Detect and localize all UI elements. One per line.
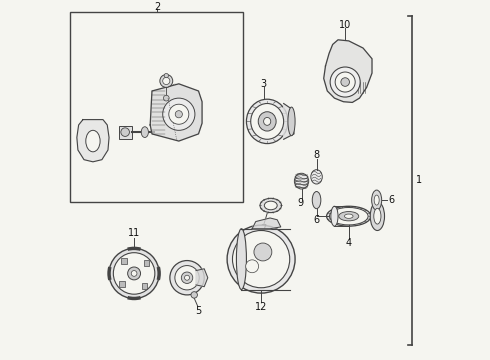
Ellipse shape <box>86 130 100 152</box>
Ellipse shape <box>251 104 284 139</box>
Ellipse shape <box>370 202 385 230</box>
Polygon shape <box>284 104 294 139</box>
Circle shape <box>164 95 169 101</box>
Bar <box>119 281 124 287</box>
Ellipse shape <box>371 190 382 210</box>
Circle shape <box>164 73 169 78</box>
Circle shape <box>160 75 173 87</box>
Ellipse shape <box>311 170 322 184</box>
Text: 6: 6 <box>388 195 394 205</box>
Circle shape <box>163 77 170 85</box>
Ellipse shape <box>295 175 308 179</box>
Text: 1: 1 <box>416 175 422 185</box>
Text: 3: 3 <box>261 79 267 89</box>
Text: 8: 8 <box>314 150 319 160</box>
Bar <box>121 258 126 264</box>
Text: 5: 5 <box>196 306 201 316</box>
Polygon shape <box>324 40 372 103</box>
Ellipse shape <box>312 192 321 209</box>
Circle shape <box>113 253 155 294</box>
Circle shape <box>163 98 195 130</box>
Circle shape <box>109 248 159 298</box>
Circle shape <box>121 128 129 136</box>
Ellipse shape <box>374 195 379 205</box>
Bar <box>294 174 309 188</box>
Ellipse shape <box>236 229 246 289</box>
Circle shape <box>175 266 199 290</box>
Ellipse shape <box>264 201 277 210</box>
Ellipse shape <box>295 180 308 185</box>
Polygon shape <box>252 218 281 229</box>
Text: 12: 12 <box>255 302 267 312</box>
Circle shape <box>128 267 141 280</box>
Ellipse shape <box>264 117 271 125</box>
Text: 11: 11 <box>128 228 140 238</box>
Ellipse shape <box>295 177 308 182</box>
Circle shape <box>232 230 290 288</box>
Ellipse shape <box>329 207 368 225</box>
Text: 9: 9 <box>298 198 304 208</box>
Text: 6: 6 <box>314 215 319 225</box>
Circle shape <box>131 271 137 276</box>
Circle shape <box>341 78 349 86</box>
Circle shape <box>254 243 272 261</box>
Bar <box>70 12 243 202</box>
Ellipse shape <box>326 206 371 226</box>
Circle shape <box>335 72 355 92</box>
Text: 7: 7 <box>260 224 266 234</box>
Ellipse shape <box>260 198 281 213</box>
Circle shape <box>175 111 182 118</box>
Circle shape <box>227 225 295 293</box>
Ellipse shape <box>246 99 288 144</box>
Bar <box>144 260 149 266</box>
Text: 4: 4 <box>345 238 352 248</box>
Circle shape <box>330 67 360 97</box>
Ellipse shape <box>339 212 359 221</box>
Ellipse shape <box>141 127 148 138</box>
Circle shape <box>245 260 259 273</box>
Ellipse shape <box>288 107 295 136</box>
Polygon shape <box>77 120 109 162</box>
Ellipse shape <box>258 112 276 131</box>
Ellipse shape <box>344 214 353 219</box>
Circle shape <box>181 272 193 283</box>
Text: 10: 10 <box>339 20 351 30</box>
Ellipse shape <box>295 183 308 188</box>
Polygon shape <box>196 269 208 287</box>
Bar <box>142 283 147 289</box>
Circle shape <box>185 275 190 280</box>
Bar <box>119 126 132 139</box>
Circle shape <box>169 104 189 124</box>
Ellipse shape <box>331 206 338 226</box>
Ellipse shape <box>374 208 381 224</box>
Text: 2: 2 <box>154 2 160 12</box>
Polygon shape <box>150 84 202 141</box>
Circle shape <box>170 261 204 295</box>
Circle shape <box>191 292 197 298</box>
